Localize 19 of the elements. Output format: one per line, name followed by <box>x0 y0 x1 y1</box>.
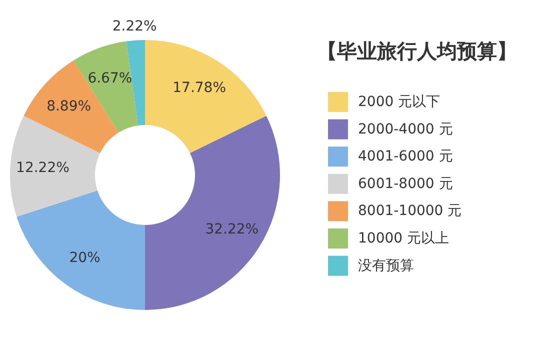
legend-label: 8001-10000 元 <box>358 203 462 220</box>
donut-slice <box>16 190 145 310</box>
legend-label: 6001-8000 元 <box>358 176 453 192</box>
legend-label: 10000 元以上 <box>358 230 449 246</box>
data-label: 6.67% <box>88 70 132 87</box>
legend-label: 2000 元以下 <box>358 94 440 110</box>
donut-slice <box>145 116 280 310</box>
data-label: 8.89% <box>46 98 92 114</box>
data-label: 32.22% <box>205 221 259 238</box>
legend-label: 2000-4000 元 <box>358 121 453 138</box>
donut-slice <box>10 116 100 217</box>
legend-label: 4001-6000 元 <box>358 148 453 165</box>
donut-slice <box>145 40 266 154</box>
data-label: 20% <box>69 250 100 266</box>
data-label: 2.22% <box>112 18 157 34</box>
data-label: 17.78% <box>172 80 226 96</box>
data-label: 12.22% <box>16 160 70 176</box>
legend-label: 没有预算 <box>358 258 414 274</box>
text: 【毕业旅行人均预算】 <box>317 39 517 63</box>
